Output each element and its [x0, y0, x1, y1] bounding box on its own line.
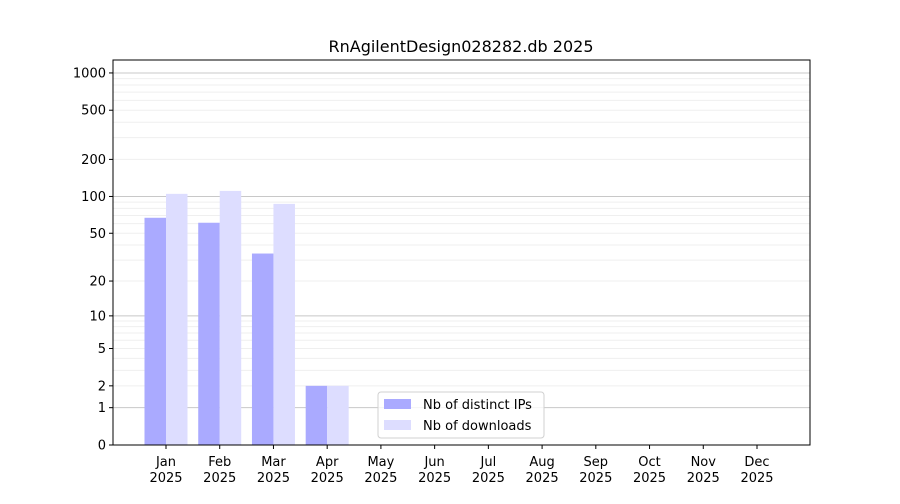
x-tick-label-line: 2025 — [257, 471, 290, 486]
x-tick-label-line: Apr — [316, 455, 339, 470]
x-tick-label: May 2025 — [364, 455, 397, 486]
bar-distinct-ips — [251, 253, 274, 445]
x-tick-label: Aug 2025 — [526, 455, 559, 486]
bar-downloads — [273, 203, 295, 445]
x-tick-label: Mar 2025 — [257, 455, 290, 486]
x-tick-label-line: May — [367, 455, 394, 470]
bars — [144, 190, 349, 445]
x-tick-label: Oct 2025 — [633, 455, 666, 486]
bar-distinct-ips — [198, 222, 220, 445]
x-tick-label-line: Feb — [208, 455, 231, 470]
x-tick-label-line: 2025 — [149, 471, 182, 486]
x-tick-label: Sep 2025 — [579, 455, 612, 486]
x-tick-label: Feb 2025 — [203, 455, 236, 486]
legend-swatch — [384, 420, 411, 430]
x-tick-label-line: 2025 — [687, 471, 720, 486]
x-tick-label-line: Mar — [261, 455, 286, 470]
y-tick-label: 10 — [89, 309, 106, 324]
y-axis: 0 1 2 5 10 20 50 100 200 500 1000 — [73, 66, 113, 454]
bar-downloads — [219, 190, 242, 445]
chart-title: RnAgilentDesign028282.db 2025 — [328, 37, 593, 56]
bar-distinct-ips — [305, 385, 328, 445]
x-tick-label: Nov 2025 — [687, 455, 720, 486]
y-tick-label: 500 — [81, 104, 106, 119]
y-tick-label: 200 — [81, 153, 106, 168]
x-tick-label: Dec 2025 — [740, 455, 773, 486]
x-tick-label-line: 2025 — [633, 471, 666, 486]
x-tick-label-line: 2025 — [203, 471, 236, 486]
y-tick-label: 0 — [98, 439, 106, 454]
x-tick-label-line: Nov — [691, 455, 717, 470]
x-tick-label-line: Oct — [638, 455, 660, 470]
legend-box — [377, 391, 545, 439]
legend-label: Nb of distinct IPs — [423, 398, 532, 413]
x-tick-label-line: 2025 — [740, 471, 773, 486]
x-tick-label-line: 2025 — [579, 471, 612, 486]
y-tick-label: 5 — [98, 342, 106, 357]
bar-distinct-ips — [144, 217, 166, 445]
x-tick-label: Jan 2025 — [149, 455, 182, 486]
x-tick-label-line: 2025 — [311, 471, 344, 486]
x-tick-label-line: 2025 — [418, 471, 451, 486]
x-tick-label-line: Jan — [155, 455, 176, 470]
legend-swatch — [384, 399, 411, 409]
bar-downloads — [166, 193, 188, 445]
x-tick-label-line: 2025 — [364, 471, 397, 486]
y-tick-label: 1 — [98, 401, 106, 416]
y-tick-label: 2 — [98, 379, 106, 394]
plot-frame — [112, 59, 811, 446]
x-tick-label: Apr 2025 — [311, 455, 344, 486]
x-tick-label-line: Sep — [584, 455, 609, 470]
legend: Nb of distinct IPs Nb of downloads — [377, 391, 545, 439]
y-tick-label: 1000 — [73, 66, 106, 81]
x-tick-label-line: 2025 — [526, 471, 559, 486]
y-tick-label: 100 — [81, 190, 106, 205]
x-tick-label-line: Jul — [480, 455, 497, 470]
x-tick-label-line: Aug — [529, 455, 554, 470]
x-tick-label: Jul 2025 — [472, 455, 505, 486]
x-tick-label-line: Dec — [744, 455, 769, 470]
bar-downloads — [327, 385, 349, 445]
x-tick-label: Jun 2025 — [418, 455, 451, 486]
x-tick-label-line: Jun — [423, 455, 444, 470]
legend-label: Nb of downloads — [423, 419, 532, 434]
y-tick-label: 50 — [89, 227, 106, 242]
x-tick-label-line: 2025 — [472, 471, 505, 486]
y-tick-label: 20 — [89, 275, 106, 290]
